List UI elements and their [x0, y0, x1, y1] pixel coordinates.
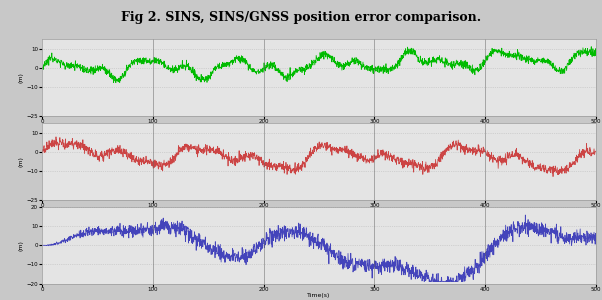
- Text: Fig 2. SINS, SINS/GNSS position error comparison.: Fig 2. SINS, SINS/GNSS position error co…: [121, 11, 481, 23]
- Y-axis label: (m): (m): [19, 240, 23, 251]
- X-axis label: Time(s): Time(s): [308, 293, 330, 298]
- Y-axis label: (m): (m): [19, 156, 23, 167]
- Y-axis label: (m): (m): [19, 72, 23, 83]
- X-axis label: Time(s): Time(s): [308, 125, 330, 130]
- X-axis label: Time(s): Time(s): [308, 209, 330, 214]
